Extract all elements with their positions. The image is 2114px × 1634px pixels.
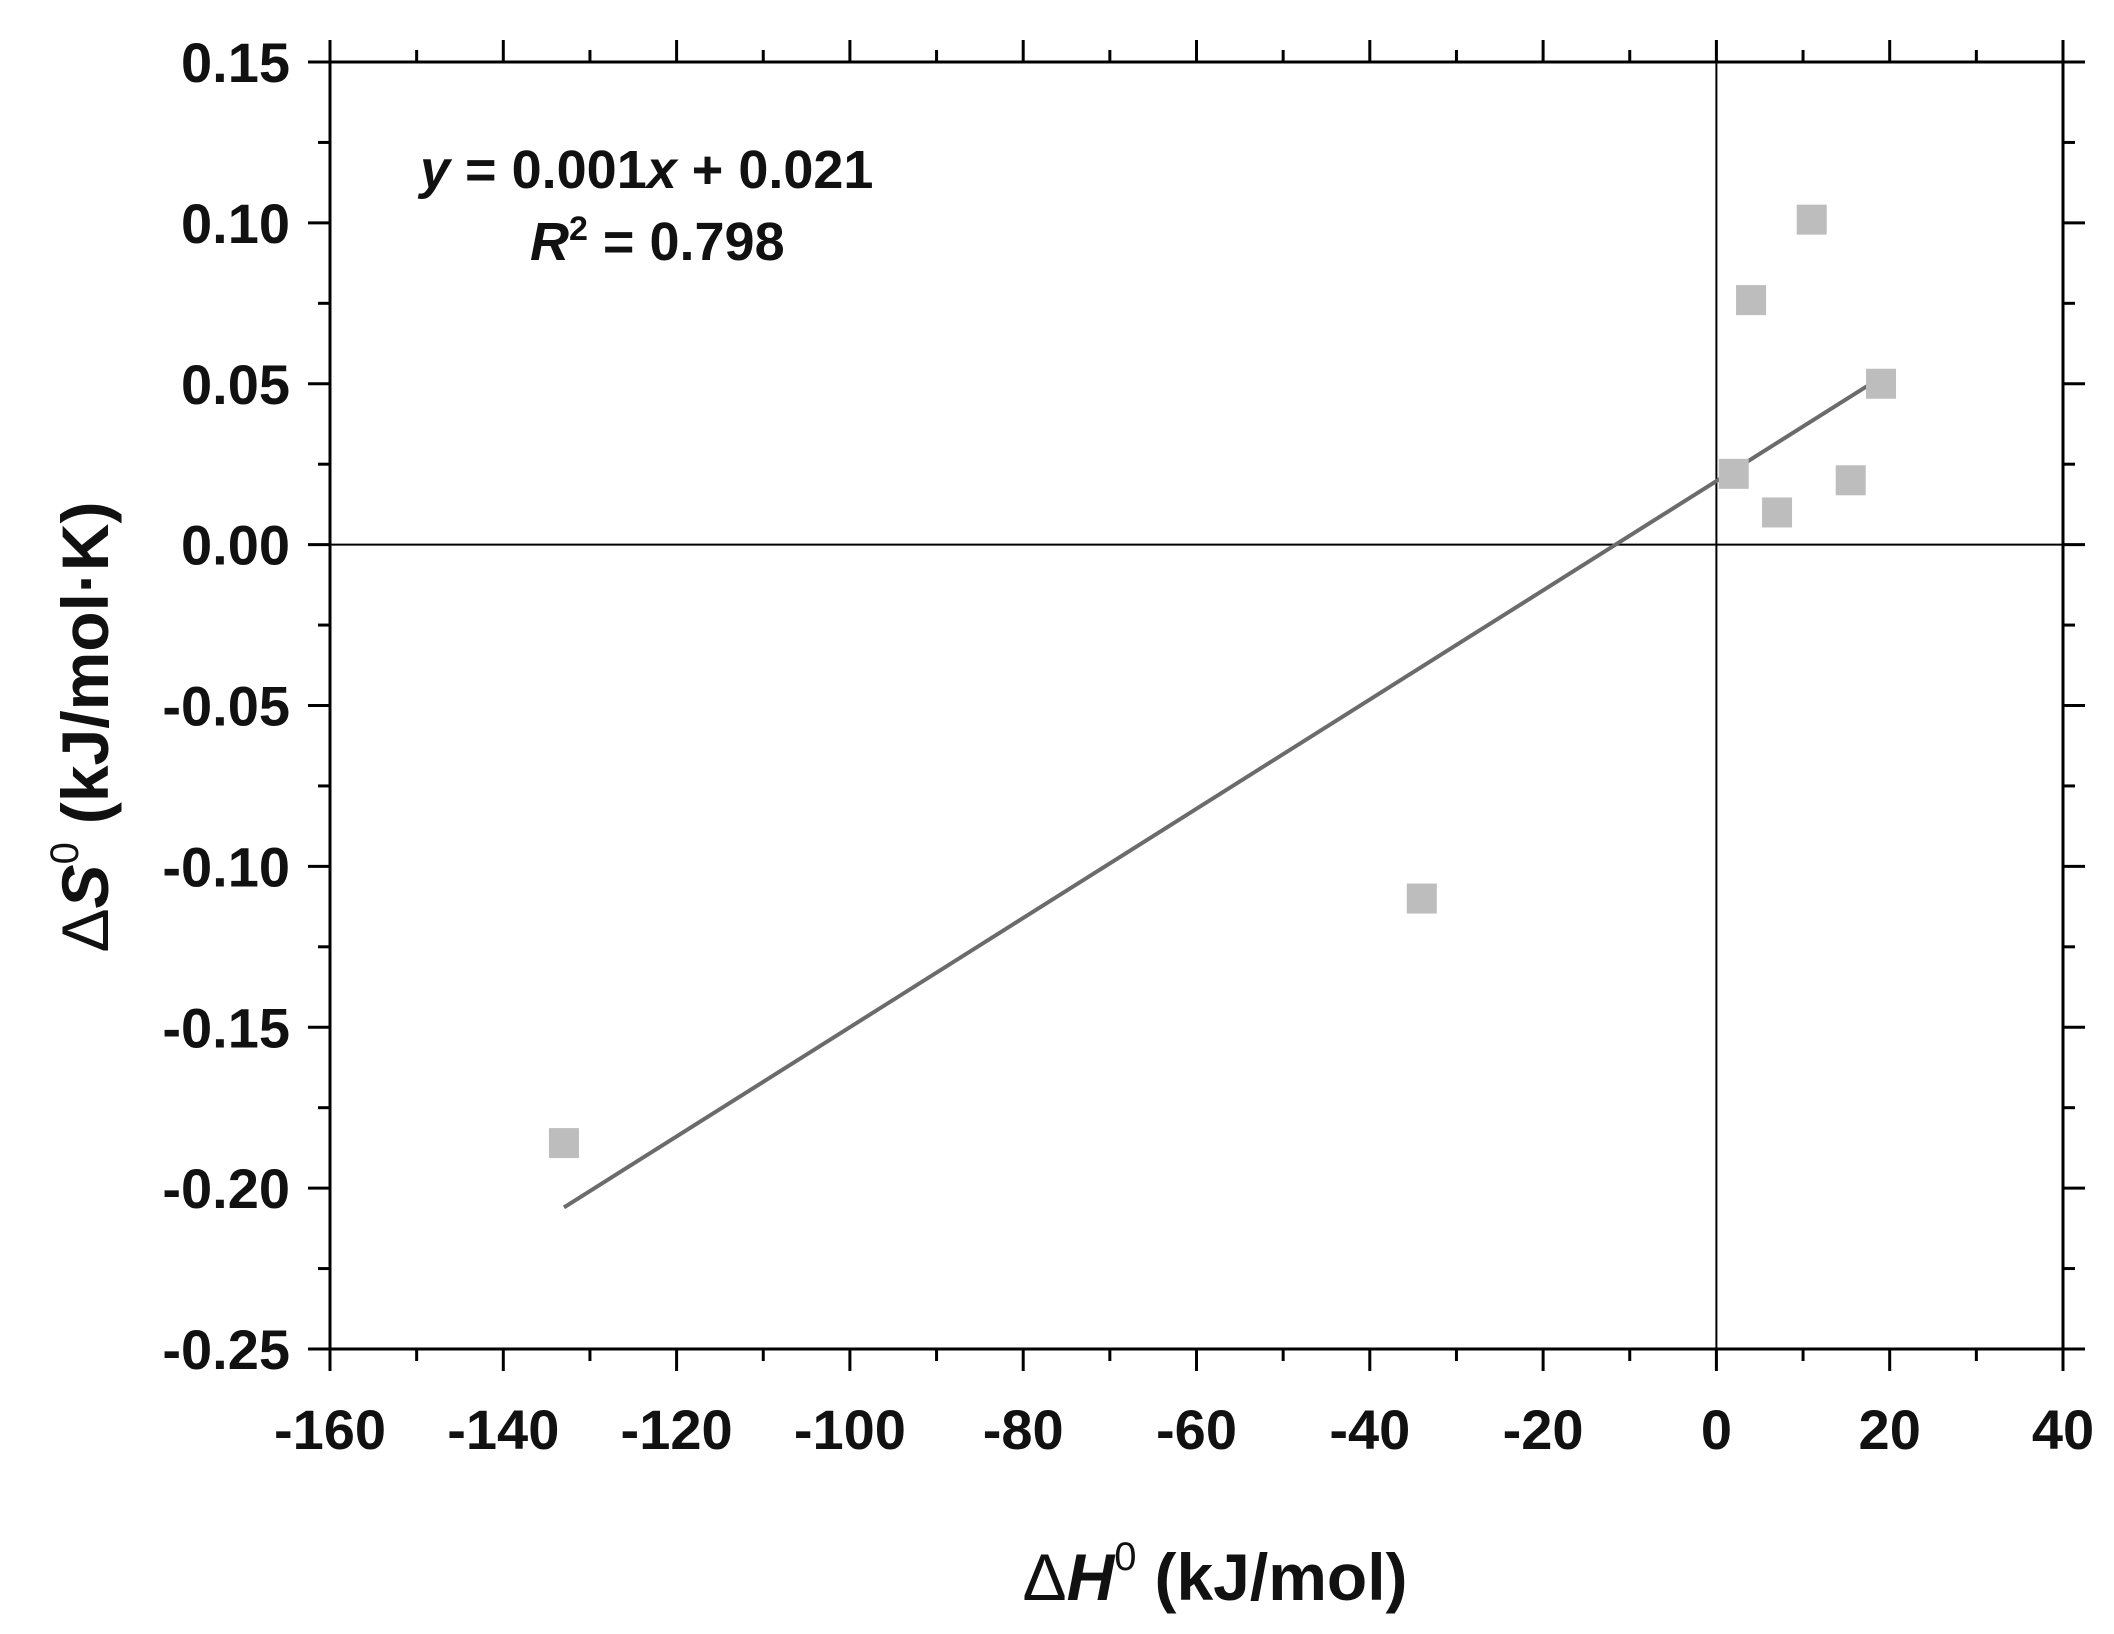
y-tick-label: 0.05	[181, 353, 290, 416]
equation-var-x: x	[644, 140, 679, 200]
data-point	[1835, 465, 1866, 496]
data-points-layer	[548, 204, 1897, 1159]
data-point	[1406, 883, 1437, 914]
y-axis-title: ΔS0 (kJ/mol·K)	[43, 501, 122, 952]
y-tick-label: 0.15	[181, 31, 290, 94]
r-squared-var: R	[530, 212, 569, 272]
y-tick-label: 0.00	[181, 514, 290, 577]
y-tick-label: 0.10	[181, 192, 290, 255]
y-tick-label: -0.15	[162, 996, 290, 1059]
y-tick-label: -0.10	[162, 835, 290, 898]
y-tick-label: -0.20	[162, 1157, 290, 1220]
x-tick-label: -120	[621, 1398, 733, 1461]
x-tick-label: -80	[983, 1398, 1064, 1461]
x-tick-label: 20	[1859, 1398, 1921, 1461]
x-axis-unit: (kJ/mol)	[1154, 1540, 1407, 1614]
x-tick-label: 0	[1701, 1398, 1732, 1461]
tick-labels-layer: -160 -140 -120 -100 -80 -60 -40 -20 0 20 40 -0.25 -0…	[162, 31, 2094, 1461]
data-point	[1736, 285, 1767, 316]
r-squared-line: R2 = 0.798	[530, 210, 785, 272]
y-tick-label: -0.05	[162, 675, 290, 738]
x-tick-label: -140	[447, 1398, 559, 1461]
y-axis-symbol: S	[48, 864, 122, 908]
axes-layer	[308, 40, 2085, 1371]
equation-slope: = 0.001	[450, 140, 647, 200]
x-tick-label: -160	[274, 1398, 386, 1461]
x-tick-label: -100	[794, 1398, 906, 1461]
x-axis-superscript: 0	[1114, 1535, 1136, 1579]
x-tick-label: -20	[1503, 1398, 1584, 1461]
x-tick-label: 40	[2032, 1398, 2094, 1461]
x-tick-label: -60	[1156, 1398, 1237, 1461]
x-axis-symbol: H	[1067, 1540, 1116, 1614]
data-point	[1796, 204, 1827, 235]
x-tick-label: -40	[1329, 1398, 1410, 1461]
fit-line	[562, 375, 1883, 1210]
fit-line-layer	[562, 375, 1883, 1210]
r-squared-value: = 0.798	[588, 212, 785, 272]
y-tick-label: -0.25	[162, 1318, 290, 1381]
equation-var-y: y	[417, 140, 453, 200]
reference-lines	[330, 62, 2063, 1349]
y-axis-superscript: 0	[43, 842, 87, 864]
x-axis-delta: Δ	[1022, 1540, 1066, 1614]
r-squared-sup: 2	[569, 210, 588, 248]
data-point	[1866, 368, 1897, 399]
x-axis-title: ΔH0 (kJ/mol)	[1022, 1535, 1407, 1614]
y-axis-delta: Δ	[48, 908, 122, 952]
equation-intercept: + 0.021	[677, 140, 874, 200]
data-point	[548, 1128, 579, 1159]
data-point	[1718, 458, 1749, 489]
equation-line: y = 0.001x + 0.021	[417, 140, 873, 200]
data-point	[1762, 497, 1793, 528]
y-axis-unit: (kJ/mol·K)	[48, 501, 122, 824]
